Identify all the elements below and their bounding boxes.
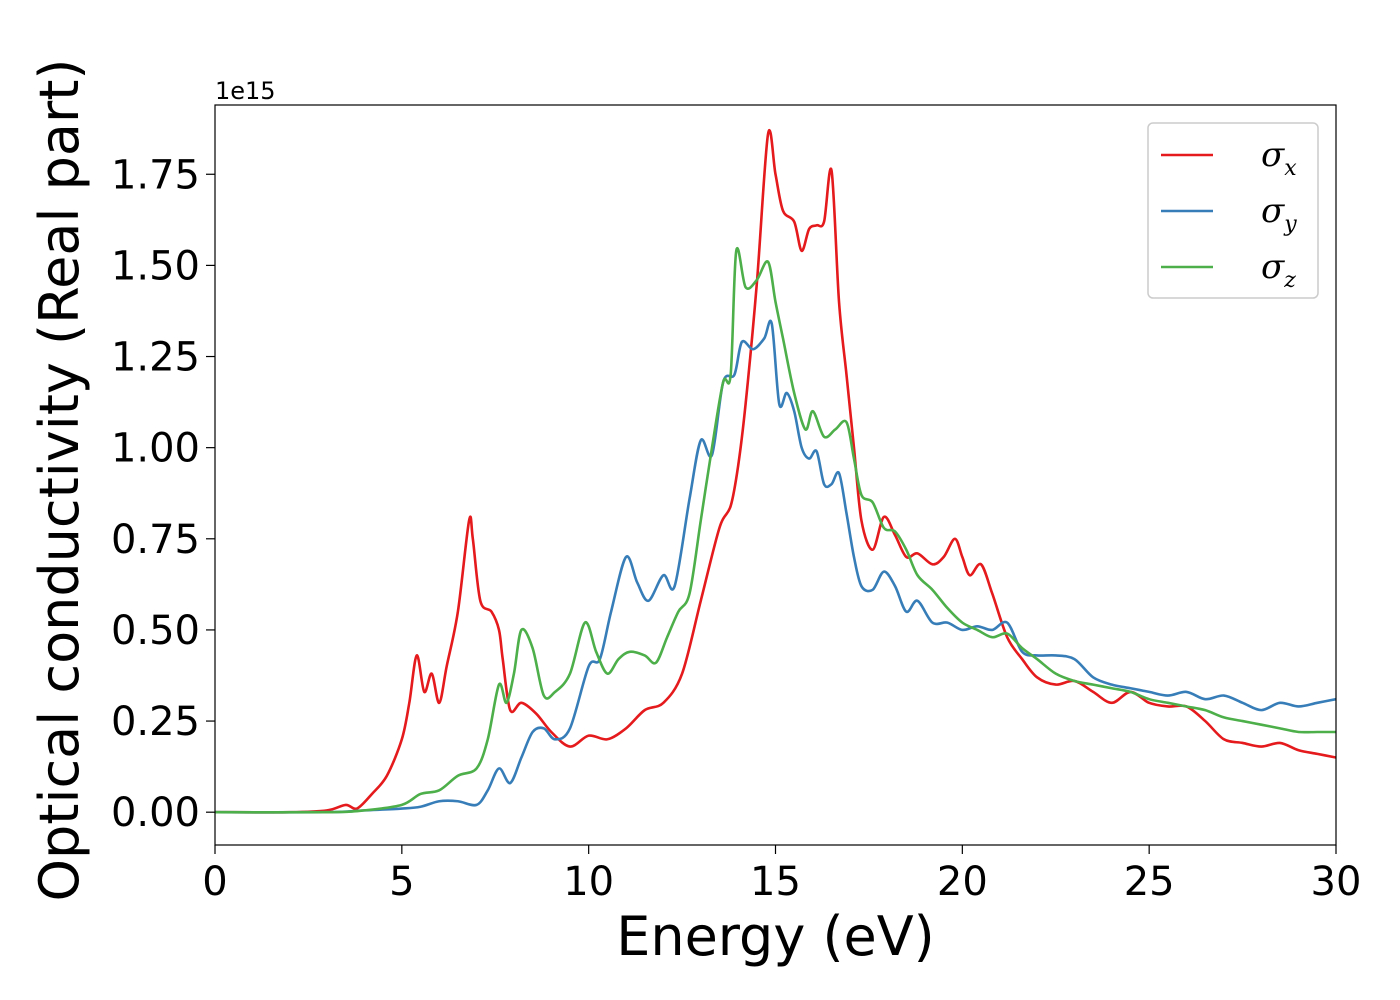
- x-tick-label: 30: [1311, 859, 1362, 905]
- legend-label-y: σy: [1261, 191, 1297, 237]
- series-line-z: [215, 246, 1336, 814]
- x-tick-label: 20: [937, 859, 988, 905]
- x-tick-label: 25: [1124, 859, 1175, 905]
- legend-label-x: σx: [1261, 135, 1297, 181]
- x-tick-label: 5: [389, 859, 414, 905]
- y-axis-offset-label: 1e15: [215, 77, 276, 105]
- x-tick-label: 10: [563, 859, 614, 905]
- legend-label-base: σ: [1261, 247, 1285, 287]
- y-tick-label: 1.75: [111, 152, 200, 198]
- legend-label-subscript: x: [1284, 156, 1297, 181]
- legend-label-base: σ: [1261, 135, 1285, 175]
- series-lines: [215, 129, 1336, 814]
- x-tick-label: 0: [202, 859, 227, 905]
- y-tick-label: 0.50: [111, 608, 200, 654]
- legend-label-z: σz: [1261, 247, 1296, 293]
- y-tick-label: 0.25: [111, 699, 200, 745]
- series-line-y: [215, 319, 1336, 814]
- y-tick-label: 1.25: [111, 335, 200, 381]
- y-tick-label: 0.75: [111, 517, 200, 563]
- x-axis-title: Energy (eV): [616, 905, 935, 968]
- y-tick-label: 1.00: [111, 426, 200, 472]
- axis-ticks: 0 5 10 15 20 25 30 0.00 0.25 0.50 0.75 1.00 1.25 1.50…: [111, 152, 1362, 905]
- legend-label-subscript: y: [1283, 212, 1297, 237]
- y-tick-label: 0.00: [111, 790, 200, 836]
- legend-label-base: σ: [1261, 191, 1285, 231]
- legend-label-subscript: z: [1283, 268, 1296, 293]
- x-tick-label: 15: [750, 859, 801, 905]
- y-tick-label: 1.50: [111, 243, 200, 289]
- y-axis-title: Optical conductivity (Real part): [28, 59, 91, 902]
- legend-box: [1147, 122, 1319, 299]
